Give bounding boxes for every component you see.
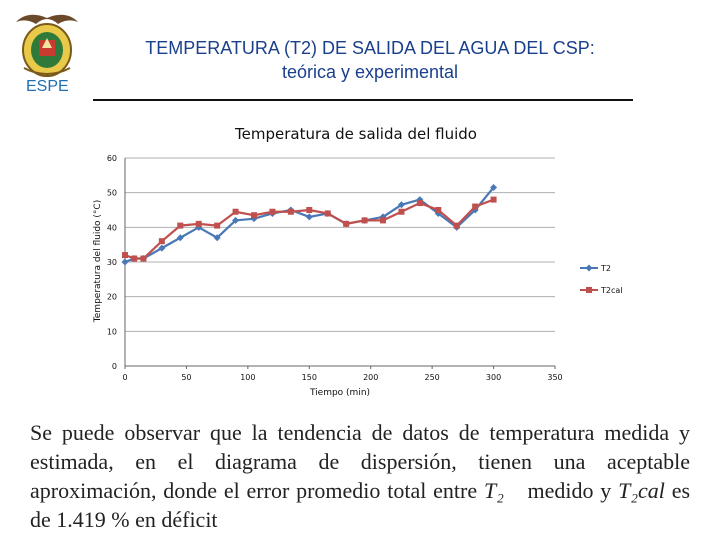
point-T2cal bbox=[324, 210, 331, 217]
x-tick-label: 150 bbox=[302, 373, 317, 382]
point-T2cal bbox=[490, 196, 497, 203]
point-T2cal bbox=[287, 208, 294, 215]
title-line-1: TEMPERATURA (T2) DE SALIDA DEL AGUA DEL … bbox=[145, 38, 595, 58]
x-tick-label: 0 bbox=[122, 373, 127, 382]
legend-label-T2: T2 bbox=[600, 264, 611, 273]
point-T2cal bbox=[140, 255, 147, 262]
point-T2 bbox=[158, 244, 166, 252]
x-tick-label: 50 bbox=[181, 373, 191, 382]
caption-text: Se puede observar que la tendencia de da… bbox=[30, 418, 690, 534]
point-T2 bbox=[213, 234, 221, 242]
point-T2 bbox=[250, 215, 258, 223]
chart-axes: 0 10 20 30 40 50 60 0 50 100 150 200 250 300 350 bbox=[107, 154, 563, 382]
y-axis-label: Temperatura del fluido (°C) bbox=[93, 200, 103, 323]
t2cal-symbol: T₂cal bbox=[618, 478, 665, 503]
x-tick-label: 250 bbox=[425, 373, 440, 382]
point-T2cal bbox=[232, 208, 239, 215]
y-tick-label: 10 bbox=[107, 327, 117, 336]
point-T2cal bbox=[177, 222, 184, 229]
point-T2cal bbox=[195, 220, 202, 227]
y-tick-label: 30 bbox=[107, 258, 117, 267]
point-T2cal bbox=[251, 212, 257, 219]
legend-marker-T2 bbox=[585, 264, 593, 272]
point-T2 bbox=[232, 216, 240, 224]
x-tick-label: 300 bbox=[486, 373, 501, 382]
title-divider bbox=[93, 99, 633, 101]
y-tick-label: 0 bbox=[112, 362, 117, 371]
x-tick-label: 100 bbox=[240, 373, 255, 382]
caption-part-3: es de 1.419 % en déficit bbox=[30, 478, 691, 532]
point-T2cal bbox=[398, 208, 405, 215]
legend-label-T2cal: T2cal bbox=[600, 286, 623, 295]
x-tick-label: 200 bbox=[363, 373, 378, 382]
point-T2cal bbox=[416, 200, 423, 207]
y-tick-label: 60 bbox=[107, 154, 117, 163]
point-T2cal bbox=[306, 207, 313, 213]
espe-crest-logo bbox=[16, 14, 78, 77]
x-tick-label: 350 bbox=[547, 373, 562, 382]
caption-part-2: medido y bbox=[527, 478, 612, 503]
espe-label: ESPE bbox=[26, 78, 69, 95]
point-T2 bbox=[490, 183, 498, 191]
point-T2cal bbox=[158, 238, 165, 245]
series-line-T2cal bbox=[124, 198, 494, 260]
chart-legend: T2 T2cal bbox=[580, 264, 623, 295]
point-T2cal bbox=[453, 222, 460, 229]
point-T2 bbox=[121, 258, 129, 266]
t2-symbol: T₂ bbox=[483, 478, 504, 503]
point-T2 bbox=[305, 213, 313, 221]
chart-title: Temperatura de salida del fluido bbox=[234, 125, 477, 143]
point-T2 bbox=[416, 196, 424, 204]
point-T2cal bbox=[380, 217, 386, 224]
point-T2cal bbox=[131, 255, 138, 262]
title-line-2: teórica y experimental bbox=[281, 62, 459, 82]
temperature-chart: Temperatura de salida del fluido Tiempo … bbox=[93, 125, 623, 398]
point-T2cal bbox=[269, 208, 276, 215]
point-T2 bbox=[176, 234, 184, 242]
point-T2cal bbox=[214, 222, 221, 229]
caption-part-1: Se puede observar que la tendencia de da… bbox=[30, 420, 690, 503]
x-axis-label: Tiempo (min) bbox=[309, 388, 370, 398]
point-T2cal bbox=[343, 220, 350, 227]
legend-marker-T2cal bbox=[586, 287, 592, 293]
y-tick-label: 20 bbox=[107, 293, 117, 302]
y-tick-label: 50 bbox=[107, 189, 117, 198]
point-T2cal bbox=[472, 203, 479, 210]
point-T2cal bbox=[435, 207, 442, 213]
point-T2cal bbox=[122, 252, 128, 259]
chart-series bbox=[121, 183, 498, 266]
y-tick-label: 40 bbox=[107, 223, 117, 232]
point-T2 bbox=[397, 201, 405, 209]
page-title: TEMPERATURA (T2) DE SALIDA DEL AGUA DEL … bbox=[110, 36, 630, 84]
point-T2cal bbox=[361, 217, 368, 224]
